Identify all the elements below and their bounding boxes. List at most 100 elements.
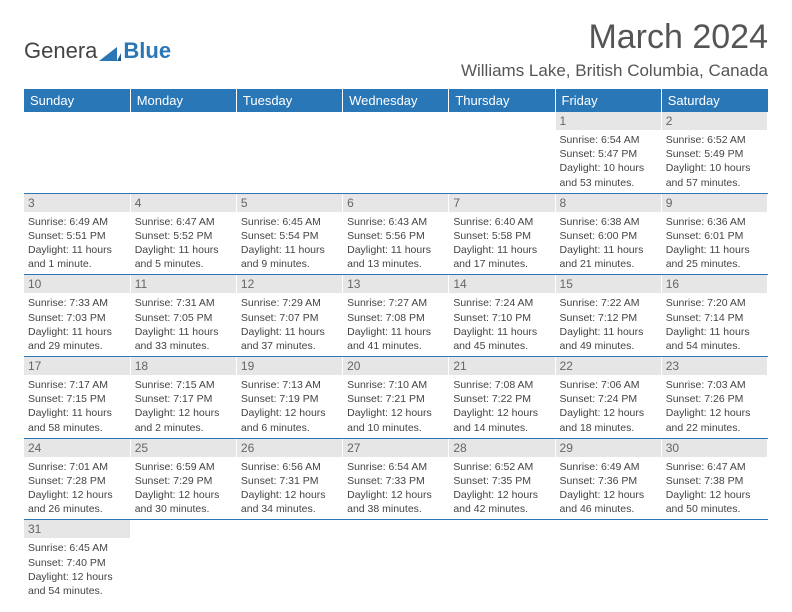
daylight-text: Daylight: 12 hours and 14 minutes. xyxy=(453,406,550,434)
day-body: Sunrise: 7:13 AMSunset: 7:19 PMDaylight:… xyxy=(237,375,342,438)
day-number: 2 xyxy=(662,112,767,130)
sunrise-text: Sunrise: 6:49 AM xyxy=(560,460,657,474)
day-number: 1 xyxy=(556,112,661,130)
sunset-text: Sunset: 7:10 PM xyxy=(453,311,550,325)
daylight-text: Daylight: 11 hours and 41 minutes. xyxy=(347,325,444,353)
day-body: Sunrise: 7:24 AMSunset: 7:10 PMDaylight:… xyxy=(449,293,554,356)
sunset-text: Sunset: 7:07 PM xyxy=(241,311,338,325)
sunset-text: Sunset: 7:21 PM xyxy=(347,392,444,406)
sunrise-text: Sunrise: 7:08 AM xyxy=(453,378,550,392)
day-body: Sunrise: 6:54 AMSunset: 7:33 PMDaylight:… xyxy=(343,457,448,520)
sunrise-text: Sunrise: 7:22 AM xyxy=(560,296,657,310)
calendar-day-cell: 24Sunrise: 7:01 AMSunset: 7:28 PMDayligh… xyxy=(24,438,130,520)
calendar-day-cell: 16Sunrise: 7:20 AMSunset: 7:14 PMDayligh… xyxy=(661,275,767,357)
day-body: Sunrise: 7:33 AMSunset: 7:03 PMDaylight:… xyxy=(24,293,130,356)
sunrise-text: Sunrise: 6:47 AM xyxy=(666,460,763,474)
daylight-text: Daylight: 11 hours and 13 minutes. xyxy=(347,243,444,271)
calendar-day-cell: 12Sunrise: 7:29 AMSunset: 7:07 PMDayligh… xyxy=(236,275,342,357)
daylight-text: Daylight: 10 hours and 53 minutes. xyxy=(560,161,657,189)
day-body: Sunrise: 7:17 AMSunset: 7:15 PMDaylight:… xyxy=(24,375,130,438)
calendar-day-cell: 31Sunrise: 6:45 AMSunset: 7:40 PMDayligh… xyxy=(24,520,130,601)
day-body: Sunrise: 7:01 AMSunset: 7:28 PMDaylight:… xyxy=(24,457,130,520)
sunrise-text: Sunrise: 6:52 AM xyxy=(453,460,550,474)
daylight-text: Daylight: 11 hours and 17 minutes. xyxy=(453,243,550,271)
day-body: Sunrise: 7:08 AMSunset: 7:22 PMDaylight:… xyxy=(449,375,554,438)
calendar-week-row: 31Sunrise: 6:45 AMSunset: 7:40 PMDayligh… xyxy=(24,520,768,601)
calendar-day-cell: 20Sunrise: 7:10 AMSunset: 7:21 PMDayligh… xyxy=(343,357,449,439)
day-body: Sunrise: 7:06 AMSunset: 7:24 PMDaylight:… xyxy=(556,375,661,438)
daylight-text: Daylight: 12 hours and 30 minutes. xyxy=(135,488,232,516)
calendar-table: SundayMondayTuesdayWednesdayThursdayFrid… xyxy=(24,89,768,601)
day-number: 29 xyxy=(556,439,661,457)
day-number: 7 xyxy=(449,194,554,212)
day-number: 30 xyxy=(662,439,767,457)
day-body: Sunrise: 6:38 AMSunset: 6:00 PMDaylight:… xyxy=(556,212,661,275)
calendar-day-cell: 26Sunrise: 6:56 AMSunset: 7:31 PMDayligh… xyxy=(236,438,342,520)
calendar-week-row: 3Sunrise: 6:49 AMSunset: 5:51 PMDaylight… xyxy=(24,193,768,275)
sunset-text: Sunset: 7:28 PM xyxy=(28,474,126,488)
sunrise-text: Sunrise: 7:31 AM xyxy=(135,296,232,310)
day-number: 25 xyxy=(131,439,236,457)
day-number: 14 xyxy=(449,275,554,293)
sunset-text: Sunset: 7:26 PM xyxy=(666,392,763,406)
day-body: Sunrise: 7:20 AMSunset: 7:14 PMDaylight:… xyxy=(662,293,767,356)
calendar-day-cell: 5Sunrise: 6:45 AMSunset: 5:54 PMDaylight… xyxy=(236,193,342,275)
day-number: 12 xyxy=(237,275,342,293)
sunset-text: Sunset: 7:33 PM xyxy=(347,474,444,488)
sunset-text: Sunset: 7:31 PM xyxy=(241,474,338,488)
sunset-text: Sunset: 5:52 PM xyxy=(135,229,232,243)
day-number: 11 xyxy=(131,275,236,293)
calendar-week-row: 10Sunrise: 7:33 AMSunset: 7:03 PMDayligh… xyxy=(24,275,768,357)
calendar-day-cell: 6Sunrise: 6:43 AMSunset: 5:56 PMDaylight… xyxy=(343,193,449,275)
calendar-day-cell: 8Sunrise: 6:38 AMSunset: 6:00 PMDaylight… xyxy=(555,193,661,275)
daylight-text: Daylight: 11 hours and 21 minutes. xyxy=(560,243,657,271)
day-number: 5 xyxy=(237,194,342,212)
day-number: 3 xyxy=(24,194,130,212)
calendar-day-cell: 22Sunrise: 7:06 AMSunset: 7:24 PMDayligh… xyxy=(555,357,661,439)
sunrise-text: Sunrise: 6:52 AM xyxy=(666,133,763,147)
day-number: 15 xyxy=(556,275,661,293)
daylight-text: Daylight: 11 hours and 33 minutes. xyxy=(135,325,232,353)
calendar-day-cell: 28Sunrise: 6:52 AMSunset: 7:35 PMDayligh… xyxy=(449,438,555,520)
daylight-text: Daylight: 11 hours and 25 minutes. xyxy=(666,243,763,271)
daylight-text: Daylight: 11 hours and 5 minutes. xyxy=(135,243,232,271)
calendar-empty-cell xyxy=(343,520,449,601)
calendar-empty-cell xyxy=(130,112,236,193)
day-number: 26 xyxy=(237,439,342,457)
calendar-empty-cell xyxy=(236,520,342,601)
sunset-text: Sunset: 7:29 PM xyxy=(135,474,232,488)
sunrise-text: Sunrise: 7:33 AM xyxy=(28,296,126,310)
daylight-text: Daylight: 12 hours and 10 minutes. xyxy=(347,406,444,434)
sunset-text: Sunset: 5:58 PM xyxy=(453,229,550,243)
day-body: Sunrise: 6:45 AMSunset: 5:54 PMDaylight:… xyxy=(237,212,342,275)
day-body: Sunrise: 7:31 AMSunset: 7:05 PMDaylight:… xyxy=(131,293,236,356)
daylight-text: Daylight: 11 hours and 49 minutes. xyxy=(560,325,657,353)
day-number: 16 xyxy=(662,275,767,293)
day-number: 21 xyxy=(449,357,554,375)
sunset-text: Sunset: 7:03 PM xyxy=(28,311,126,325)
calendar-day-cell: 10Sunrise: 7:33 AMSunset: 7:03 PMDayligh… xyxy=(24,275,130,357)
logo: Genera Blue xyxy=(24,38,171,64)
day-number: 10 xyxy=(24,275,130,293)
calendar-day-cell: 7 Sunrise: 6:40 AMSunset: 5:58 PMDaylight… xyxy=(449,193,555,275)
sunrise-text: Sunrise: 7:27 AM xyxy=(347,296,444,310)
daylight-text: Daylight: 12 hours and 22 minutes. xyxy=(666,406,763,434)
day-number: 13 xyxy=(343,275,448,293)
calendar-day-cell: 18Sunrise: 7:15 AMSunset: 7:17 PMDayligh… xyxy=(130,357,236,439)
calendar-empty-cell xyxy=(555,520,661,601)
sail-icon xyxy=(99,41,121,55)
daylight-text: Daylight: 11 hours and 9 minutes. xyxy=(241,243,338,271)
month-title: March 2024 xyxy=(461,18,768,57)
day-number: 31 xyxy=(24,520,130,538)
sunset-text: Sunset: 7:40 PM xyxy=(28,556,126,570)
calendar-day-cell: 25Sunrise: 6:59 AMSunset: 7:29 PMDayligh… xyxy=(130,438,236,520)
sunrise-text: Sunrise: 6:40 AM xyxy=(453,215,550,229)
sunset-text: Sunset: 5:56 PM xyxy=(347,229,444,243)
sunrise-text: Sunrise: 7:24 AM xyxy=(453,296,550,310)
calendar-empty-cell xyxy=(236,112,342,193)
sunset-text: Sunset: 7:24 PM xyxy=(560,392,657,406)
day-number: 17 xyxy=(24,357,130,375)
day-number: 20 xyxy=(343,357,448,375)
calendar-day-cell: 1Sunrise: 6:54 AMSunset: 5:47 PMDaylight… xyxy=(555,112,661,193)
calendar-day-cell: 13Sunrise: 7:27 AMSunset: 7:08 PMDayligh… xyxy=(343,275,449,357)
